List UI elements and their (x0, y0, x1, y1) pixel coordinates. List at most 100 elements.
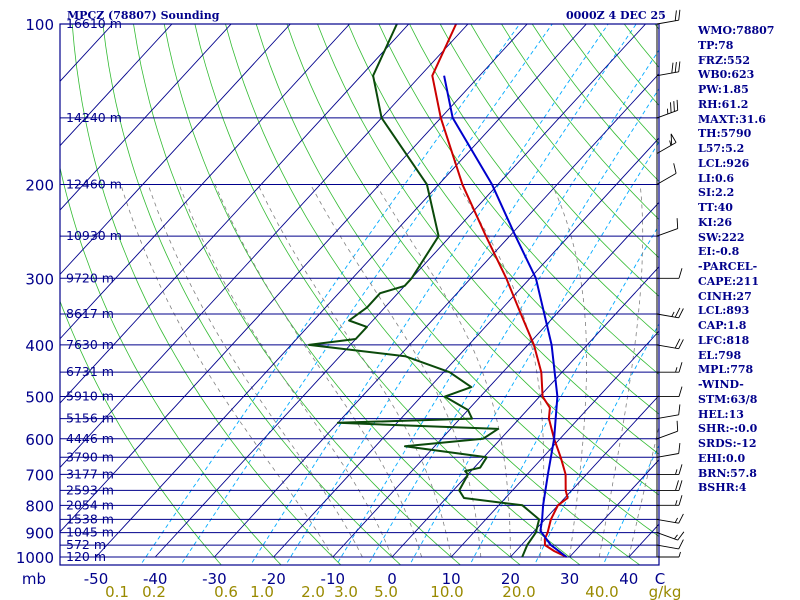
pressure-label: 700 (25, 466, 54, 484)
wind-barb (656, 443, 681, 458)
index-item: EI:-0.8 (698, 245, 740, 259)
isotherm (569, 459, 659, 558)
wind-barb (656, 9, 681, 25)
dry-adiabat (71, 24, 342, 565)
moist-adiabat (147, 184, 363, 558)
wind-barb (657, 268, 683, 279)
index-item: WMO:78807 (698, 24, 775, 37)
wind-barb (657, 362, 683, 373)
isotherm (60, 24, 528, 533)
index-item: KI:26 (698, 215, 733, 229)
plot-frame (59, 23, 660, 566)
pressure-label: 400 (25, 337, 54, 355)
dry-adiabat (378, 24, 659, 375)
wind-barb (656, 338, 684, 350)
height-label: 12460 m (66, 176, 122, 191)
temperature-tick-label: -30 (202, 570, 227, 588)
wind-barb (656, 133, 677, 154)
dry-adiabat (163, 24, 521, 565)
isotherm (214, 73, 659, 558)
height-label: 7630 m (66, 337, 114, 352)
index-item: FRZ:552 (698, 53, 751, 67)
isotherm (60, 24, 469, 469)
pressure-label: 500 (25, 389, 54, 407)
temperature-tick-label: -20 (261, 570, 286, 588)
height-label: 4446 m (66, 431, 114, 446)
dry-adiabat (255, 24, 659, 537)
index-item: TH:5790 (698, 127, 752, 141)
pressure-label: 200 (25, 176, 54, 194)
index-item: EHI:0.0 (698, 451, 746, 465)
temperature-tick-label: mb (22, 570, 46, 588)
chart-title: MPCZ (78807) Sounding (67, 9, 220, 22)
mixing-ratio-label: 40.0 (585, 583, 618, 600)
wind-barb (657, 551, 681, 558)
pressure-label: 900 (25, 525, 54, 543)
wind-barb (657, 386, 683, 398)
index-item: HEL:13 (698, 407, 744, 421)
temperature-tick-label: 20 (501, 570, 520, 588)
height-label: 2593 m (66, 482, 114, 497)
index-item: SW:222 (698, 230, 745, 244)
height-label: 2054 m (66, 497, 114, 512)
wind-barb (656, 404, 681, 420)
moist-adiabat (375, 184, 511, 557)
dry-adiabat (286, 24, 659, 496)
temperature-tick-label: -40 (143, 570, 168, 588)
mixing-ratio-line (139, 24, 521, 565)
temperature-tick-label: 10 (442, 570, 461, 588)
indices-panel: WMO:78807 TP:78 FRZ:552 WB0:623 PW:1.85 RH:61… (698, 24, 774, 496)
height-label: 5910 m (66, 389, 114, 404)
index-item: LI:0.6 (698, 171, 735, 185)
wind-barb (656, 163, 677, 185)
isotherm (60, 24, 291, 276)
dry-adiabat (347, 24, 659, 415)
temperature-line (431, 24, 569, 558)
moist-adiabat (120, 184, 334, 558)
wind-barb (656, 61, 681, 77)
wind-barb (656, 99, 679, 119)
height-label: 16610 m (66, 16, 122, 31)
valid-time: 0000Z 4 DEC 25 (566, 9, 666, 22)
moist-adiabat (178, 184, 393, 558)
sounding-series (307, 24, 569, 558)
height-label: 10930 m (66, 228, 122, 243)
temperature-tick-label: 30 (560, 570, 579, 588)
wind-barb (657, 495, 683, 506)
height-label: 1538 m (66, 511, 114, 526)
index-item: BSHR:4 (698, 481, 747, 495)
dry-adiabat (60, 300, 222, 565)
wind-barb (656, 420, 679, 440)
index-item: SRDS:-12 (698, 437, 757, 450)
wind-barb (656, 513, 684, 524)
height-label: 8617 m (66, 306, 114, 321)
dry-adiabat (778, 24, 800, 568)
moist-adiabat (457, 184, 545, 558)
moist-adiabat (551, 184, 587, 558)
isotherm (273, 137, 659, 558)
index-item: -WIND- (698, 378, 744, 391)
index-item: PW:1.85 (698, 83, 749, 96)
height-label: 3177 m (66, 466, 114, 481)
mixing-ratio-label: 0.1 (105, 583, 129, 600)
height-label: 5156 m (66, 411, 114, 426)
isotherm (154, 24, 646, 558)
isotherm (95, 24, 587, 558)
mixing-ratio-label: 1.0 (250, 583, 274, 600)
dry-adiabat (409, 24, 659, 336)
mixing-ratio-line (180, 24, 553, 565)
isotherm (332, 201, 659, 558)
dry-adiabat (470, 24, 659, 259)
isotherm (450, 330, 659, 558)
index-item: CAP:1.8 (698, 319, 747, 332)
wind-barb (656, 218, 679, 237)
dry-adiabat (102, 24, 402, 565)
index-item: L57:5.2 (698, 142, 745, 155)
moist-adiabat (257, 184, 452, 558)
temperature-tick-label: -10 (321, 570, 346, 588)
index-item: SI:2.2 (698, 186, 735, 200)
mixing-ratio-label: 10.0 (430, 583, 463, 600)
index-item: TT:40 (698, 201, 733, 214)
isotherm (60, 24, 410, 404)
